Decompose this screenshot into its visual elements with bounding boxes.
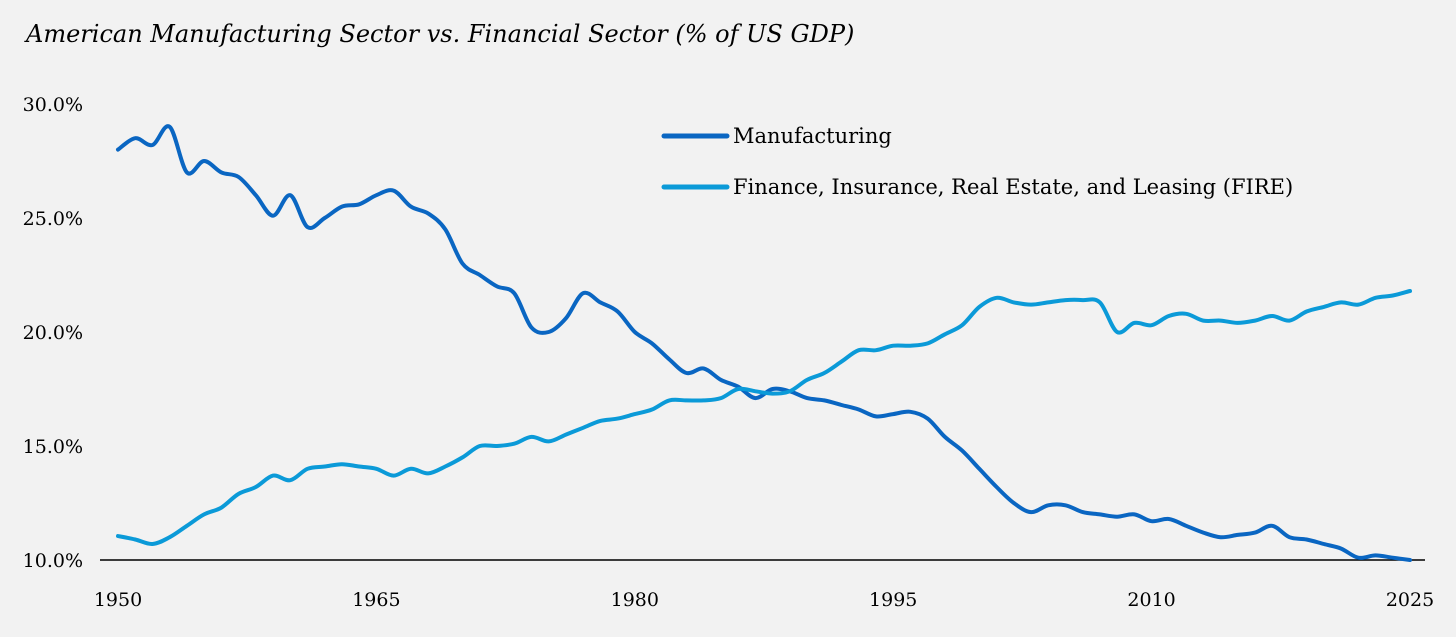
x-tick-label: 1980 — [611, 589, 659, 611]
x-tick-label: 2010 — [1127, 589, 1175, 611]
x-tick-label: 1965 — [352, 589, 400, 611]
legend-label-fire: Finance, Insurance, Real Estate, and Lea… — [733, 175, 1293, 199]
series-line-fire — [116, 289, 1412, 547]
x-tick-label: 1950 — [94, 589, 142, 611]
chart-title: American Manufacturing Sector vs. Financ… — [24, 20, 854, 48]
x-tick-label: 2025 — [1386, 589, 1434, 611]
y-tick-label: 20.0% — [23, 322, 83, 344]
y-tick-label: 10.0% — [23, 550, 83, 572]
y-tick-label: 30.0% — [23, 94, 83, 116]
legend-label-manufacturing: Manufacturing — [733, 124, 892, 148]
y-tick-label: 25.0% — [23, 208, 83, 230]
y-tick-label: 15.0% — [23, 436, 83, 458]
x-tick-label: 1995 — [869, 589, 917, 611]
